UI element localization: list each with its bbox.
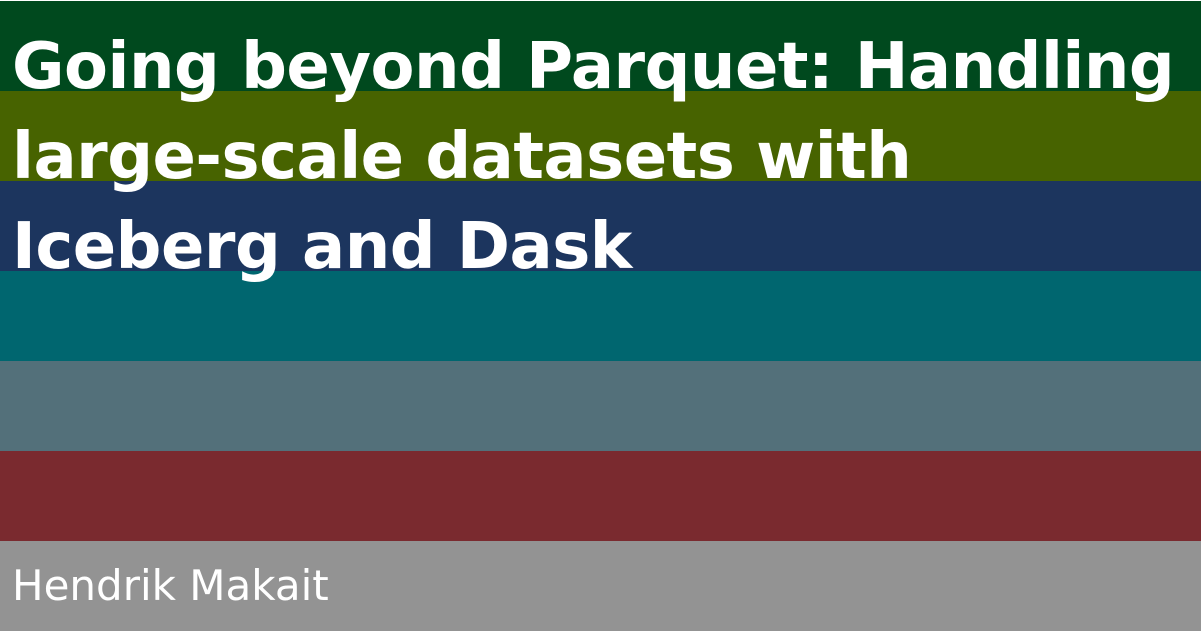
author-name: Hendrik Makait xyxy=(12,561,329,610)
color-stripe-3 xyxy=(0,181,1201,271)
color-stripe-2 xyxy=(0,91,1201,181)
color-stripe-6 xyxy=(0,451,1201,541)
page-title: Going beyond Parquet: Handling large-sca… xyxy=(12,30,1175,284)
color-stripe-5 xyxy=(0,361,1201,451)
color-stripe-4 xyxy=(0,271,1201,361)
color-stripe-1 xyxy=(0,1,1201,91)
color-stripe-7 xyxy=(0,541,1201,631)
